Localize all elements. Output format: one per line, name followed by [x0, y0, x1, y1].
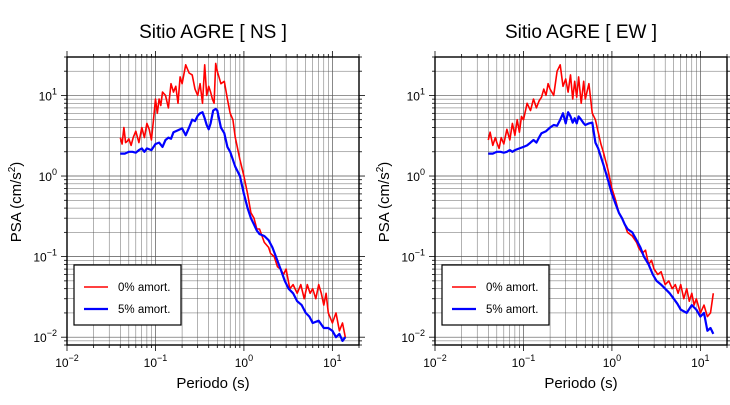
y-tick-label: 10−2	[33, 328, 57, 345]
y-tick-label: 101	[407, 86, 425, 103]
series-line-damping-0	[487, 64, 715, 318]
series-line-damping-5	[120, 107, 347, 342]
legend-label: 5% amort.	[118, 304, 170, 316]
x-tick-label: 10−2	[423, 353, 447, 370]
x-tick-label: 101	[691, 353, 709, 370]
x-tick-label: 100	[603, 353, 621, 370]
plot-frame	[66, 56, 360, 346]
y-tick-label: 100	[39, 167, 57, 184]
legend-label: 0% amort.	[118, 282, 170, 294]
y-tick-label: 101	[39, 86, 57, 103]
chart-title: Sitio AGRE [ EW ]	[505, 22, 657, 43]
series-line-damping-5	[488, 111, 715, 335]
x-tick-label: 10−1	[512, 353, 536, 370]
chart-panel-1: 10−2 10−1 100 101 10−2 10−1 100 101 Sitio AGRE […	[7, 22, 365, 392]
y-axis-label: PSA (cm/s2)	[7, 162, 25, 243]
y-tick-label: 10−1	[401, 248, 425, 265]
x-axis-label: Periodo (s)	[176, 375, 249, 392]
y-tick-label: 10−2	[401, 328, 425, 345]
x-tick-label: 101	[323, 353, 341, 370]
chart-panel-2: 10−2 10−1 100 101 10−2 10−1 100 101 Sitio AGRE […	[375, 22, 730, 392]
y-axis-label: PSA (cm/s2)	[375, 162, 393, 243]
chart-title: Sitio AGRE [ NS ]	[139, 22, 287, 43]
x-tick-label: 100	[235, 353, 253, 370]
y-tick-label: 10−1	[33, 248, 57, 265]
legend-label: 0% amort.	[486, 282, 538, 294]
legend-box	[441, 264, 550, 326]
x-axis-label: Periodo (s)	[544, 375, 617, 392]
legend: 0% amort. 5% amort.	[73, 264, 182, 326]
legend: 0% amort. 5% amort.	[441, 264, 550, 326]
y-tick-label: 100	[407, 167, 425, 184]
series-line-damping-0	[119, 62, 347, 338]
plot-frame	[434, 56, 728, 346]
x-tick-label: 10−1	[144, 353, 168, 370]
legend-box	[73, 264, 182, 326]
legend-label: 5% amort.	[486, 304, 538, 316]
x-tick-label: 10−2	[55, 353, 79, 370]
